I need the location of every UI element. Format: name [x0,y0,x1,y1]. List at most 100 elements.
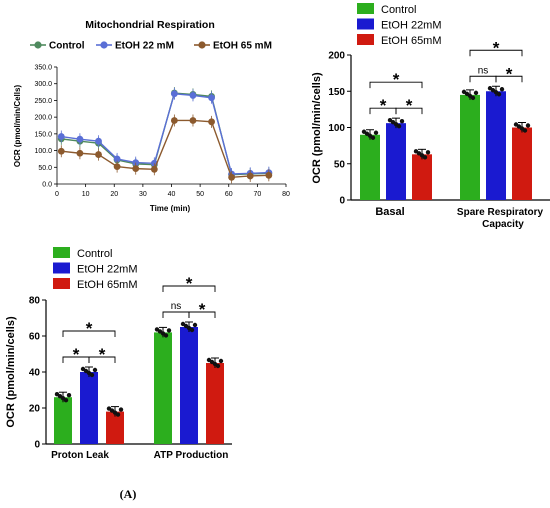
data-point [246,172,254,180]
data-dot [115,412,121,417]
data-point [228,173,236,181]
significance-label: * [186,274,193,293]
line-chart-x-label: Time (min) [150,204,191,213]
y-tick-label: 0.0 [42,182,52,189]
y-tick-label: 200 [328,51,345,62]
legend-swatch [53,278,70,289]
line-chart-x-ticks: 0 10 20 30 40 50 60 70 80 [55,184,290,198]
significance-bracket [369,81,423,89]
series-line [61,92,269,175]
bar [206,363,224,444]
bar-chart-2-y-label: OCR (pmol/min/cells) [5,316,17,428]
data-point [113,155,121,163]
data-dot [218,358,224,364]
legend-swatch [357,34,374,45]
data-point [189,92,197,99]
bar-chart-1-group-label-spare: Spare Respiratory [457,207,544,218]
bar-chart-2-significance: * * * ns * * [62,274,216,364]
y-tick-label: 150.0 [34,131,52,138]
data-point [113,163,121,171]
significance-label: * [493,38,500,57]
bar-chart-1-group-label-basal: Basal [375,206,404,218]
bar [486,91,506,200]
significance-label: * [199,300,206,319]
significance-label: * [73,345,80,364]
significance-label: * [380,96,387,115]
significance-label: ns [478,65,489,76]
x-tick-label: 50 [196,191,204,198]
bar-chart-1-legend: Control EtOH 22mM EtOH 65mM [357,3,442,47]
y-tick-label: 350.0 [34,65,52,72]
data-dot [422,155,428,160]
data-point [57,147,65,155]
data-point [132,159,140,167]
y-tick-label: 0 [34,440,40,451]
significance-bracket [88,356,116,363]
x-tick-label: 70 [253,191,261,198]
data-point [95,137,102,145]
bar [154,332,172,444]
bar-chart-2-legend: Control EtOH 22mM EtOH 65mM [53,247,138,291]
legend-label: EtOH 22mM [381,20,442,32]
data-dot [166,328,172,333]
data-point [170,117,178,124]
legend-swatch [53,247,70,258]
bar-chart-2-group-label-proton-leak: Proton Leak [51,450,109,461]
legend-label: EtOH 22 mM [115,41,174,52]
legend-marker [34,41,42,49]
bar [460,94,480,200]
data-dot [399,118,405,124]
line-chart-series [57,87,273,184]
data-dot [499,87,505,92]
data-dot [373,130,379,135]
y-tick-label: 300.0 [34,81,52,88]
data-dot [92,367,98,373]
data-dot [89,372,95,378]
bar [412,154,432,200]
series-line [61,92,269,176]
significance-bracket [62,330,116,337]
x-tick-label: 10 [82,191,90,198]
bar-chart-1-bars [360,85,532,200]
legend-marker [198,41,206,49]
x-tick-label: 20 [110,191,118,198]
legend-swatch [53,262,70,274]
legend-label: EtOH 65 mM [213,41,272,52]
significance-bracket [188,311,216,318]
bar [180,327,198,444]
bar-chart-2-y-ticks: 0 20 40 60 80 [29,296,46,451]
legend-swatch [357,3,374,14]
significance-bracket [162,311,190,318]
data-point [132,165,140,173]
y-tick-label: 60 [29,332,41,343]
bar [512,127,532,200]
line-chart: Mitochondrial Respiration Control EtOH 22… [13,19,290,213]
significance-label: * [506,64,513,83]
data-dot [522,128,528,133]
data-point [170,90,178,98]
bar-chart-1-y-ticks: 0 50 100 150 200 [328,51,351,207]
bar-chart-2-bars [54,321,224,444]
data-point [265,171,273,179]
data-dot [63,398,69,403]
legend-label: Control [381,4,416,16]
y-tick-label: 250.0 [34,98,52,105]
panel-label: (A) [120,487,137,501]
y-tick-label: 100 [328,123,345,134]
data-dot [470,95,476,101]
data-dot [189,327,195,333]
series-line [61,119,269,179]
data-dot [525,123,531,128]
data-dot [163,333,169,338]
y-tick-label: 200.0 [34,115,52,122]
bar [360,134,380,200]
legend-label: EtOH 65mM [77,279,138,291]
x-tick-label: 30 [139,191,147,198]
x-tick-label: 40 [168,191,176,198]
bar [80,372,98,444]
bar [386,123,406,200]
legend-label: EtOH 22mM [77,264,138,276]
y-tick-label: 50 [334,159,346,170]
significance-bracket [395,107,423,115]
